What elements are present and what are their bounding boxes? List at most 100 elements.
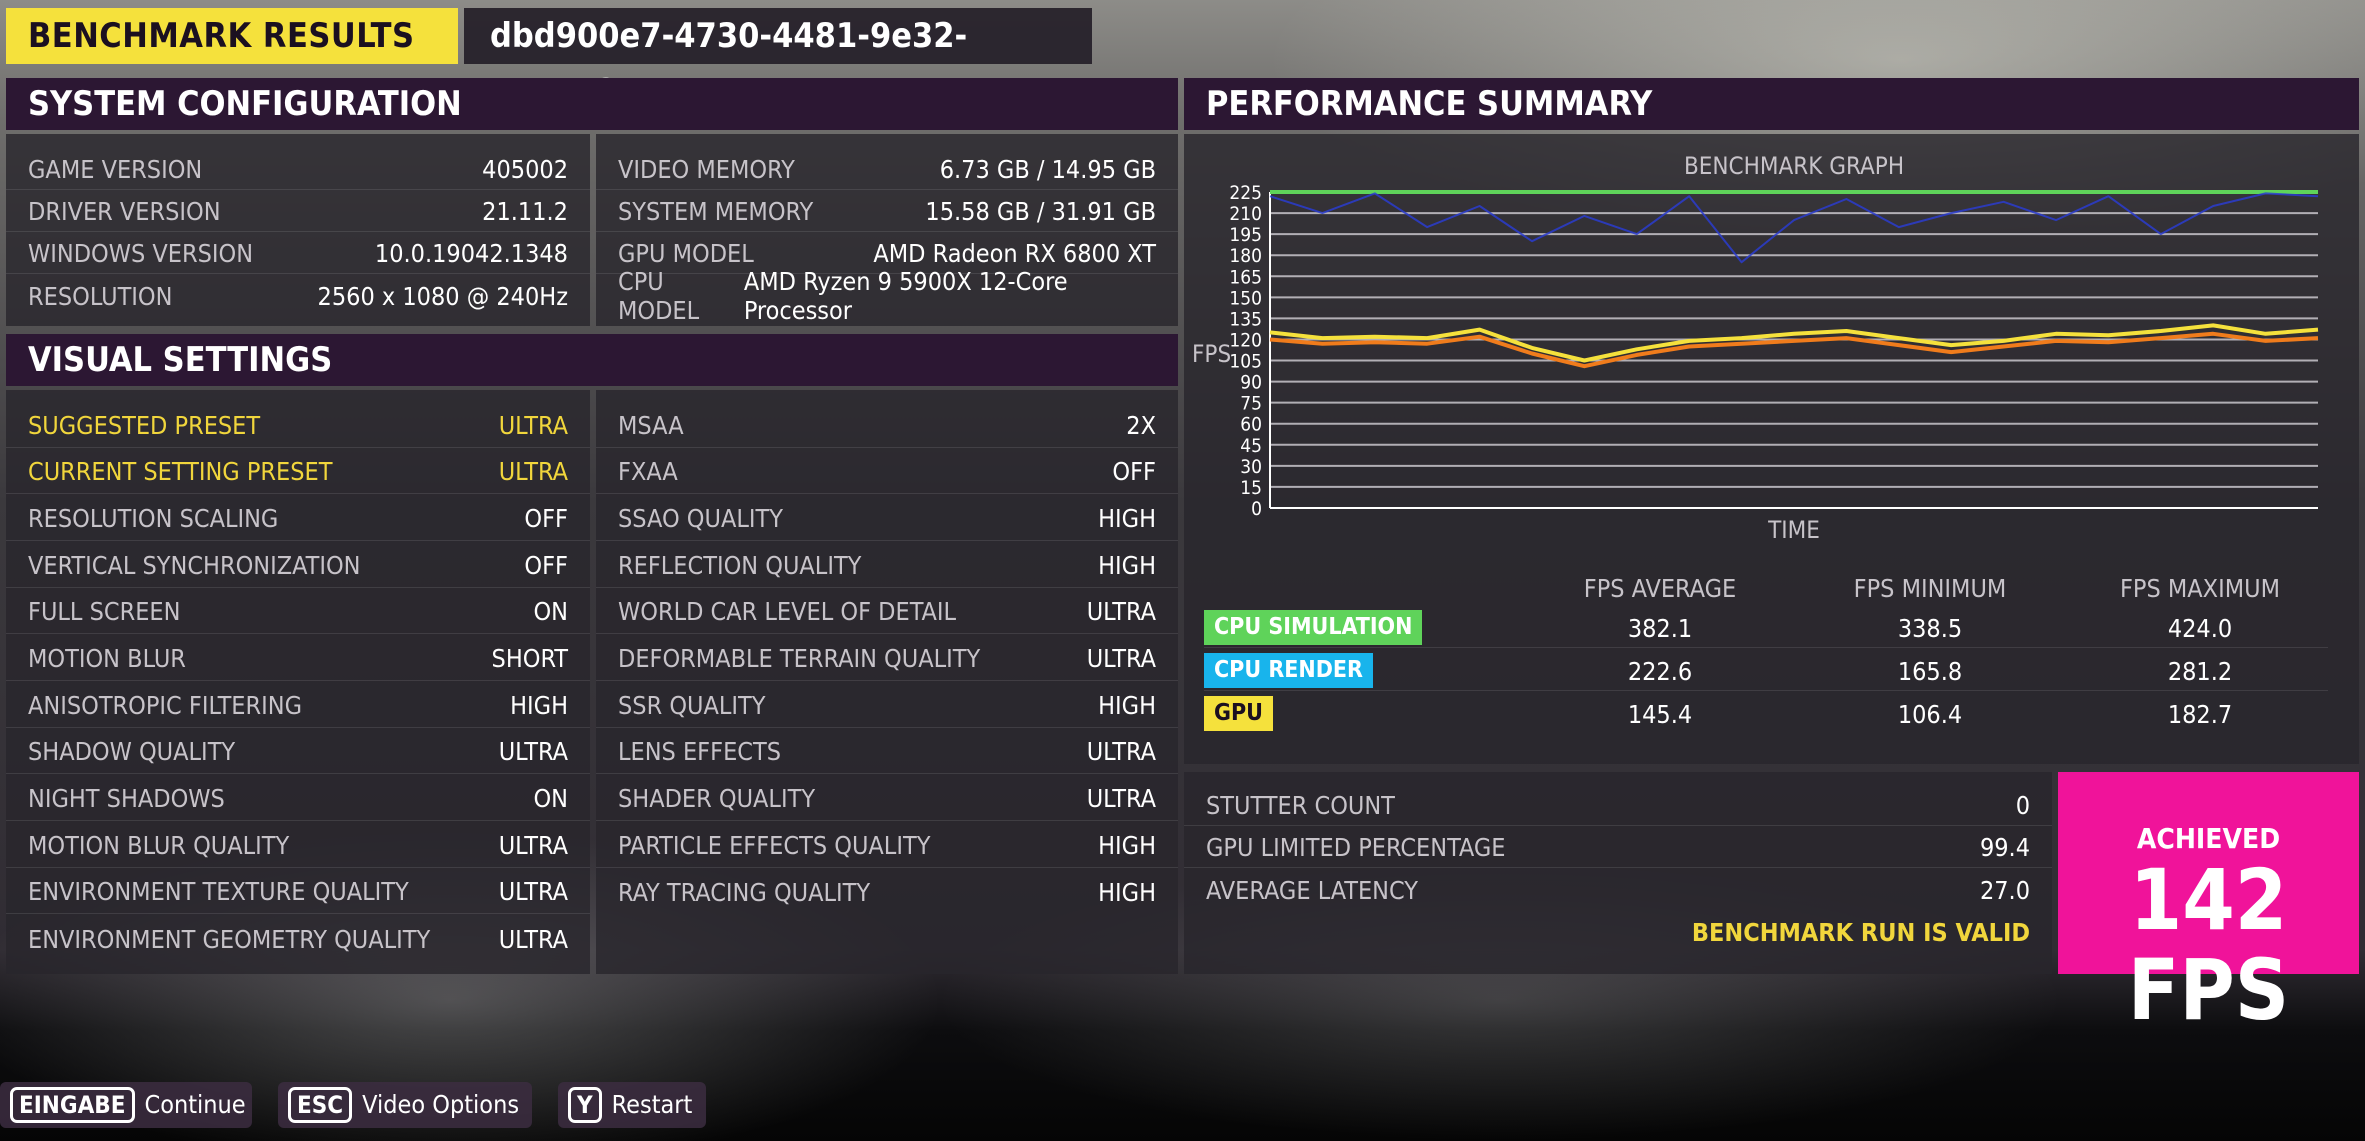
ray-tracing-quality-value: HIGH	[1098, 877, 1156, 907]
current-setting-preset-value: ULTRA	[498, 457, 568, 486]
shader-quality-row: SHADER QUALITY ULTRA	[596, 777, 1178, 821]
cpu-model-row: CPU MODEL AMD Ryzen 9 5900X 12-Core Proce…	[596, 267, 1178, 325]
resolution-label: RESOLUTION	[28, 281, 173, 311]
y-tick-135: 135	[1229, 308, 1262, 330]
cpu-render-line	[1269, 192, 2319, 264]
full-screen-row: FULL SCREEN ON	[6, 590, 590, 634]
col-fps-minimum: FPS MINIMUM	[1853, 574, 2007, 603]
ray-tracing-quality-label: RAY TRACING QUALITY	[618, 877, 871, 907]
esc-key-icon: ESC	[288, 1087, 353, 1123]
restart-label: Restart	[611, 1090, 693, 1119]
visual-settings-header: VISUAL SETTINGS	[6, 334, 1178, 386]
system-memory-row: SYSTEM MEMORY 15.58 GB / 31.91 GB	[596, 192, 1178, 232]
cpu-model-value: AMD Ryzen 9 5900X 12-Core Processor	[743, 267, 1068, 325]
shader-quality-label: SHADER QUALITY	[618, 784, 816, 813]
shader-quality-value: ULTRA	[1086, 784, 1156, 813]
suggested-preset-label: SUGGESTED PRESET	[28, 411, 261, 440]
ssr-quality-row: SSR QUALITY HIGH	[596, 684, 1178, 728]
average-latency-value: 27.0	[1979, 875, 2030, 905]
driver-version-label: DRIVER VERSION	[28, 197, 221, 226]
y-tick-120: 120	[1229, 329, 1262, 351]
system-config-left-panel: GAME VERSION 405002 DRIVER VERSION 21.11.2…	[6, 134, 590, 326]
y-tick-195: 195	[1229, 224, 1262, 246]
msaa-row: MSAA 2X	[596, 404, 1178, 448]
windows-version-value: 10.0.19042.1348	[374, 239, 568, 268]
ssao-quality-value: HIGH	[1098, 504, 1156, 533]
current-setting-preset-row[interactable]: CURRENT SETTING PRESET ULTRA	[6, 450, 590, 494]
environment-texture-quality-value: ULTRA	[498, 877, 568, 906]
benchmark-results-title: BENCHMARK RESULTS	[6, 8, 458, 64]
average-latency-label: AVERAGE LATENCY	[1206, 875, 1419, 905]
fxaa-row: FXAA OFF	[596, 450, 1178, 494]
ssao-quality-row: SSAO QUALITY HIGH	[596, 497, 1178, 541]
average-latency-row: AVERAGE LATENCY 27.0	[1184, 870, 2052, 910]
shadow-quality-value: ULTRA	[498, 737, 568, 766]
video-memory-row: VIDEO MEMORY 6.73 GB / 14.95 GB	[596, 150, 1178, 190]
vertical-synchronization-value: OFF	[524, 551, 568, 580]
video-memory-label: VIDEO MEMORY	[618, 155, 795, 184]
stutter-count-label: STUTTER COUNT	[1206, 791, 1395, 820]
anisotropic-filtering-value: HIGH	[510, 691, 568, 720]
system-memory-label: SYSTEM MEMORY	[618, 197, 814, 226]
y-tick-210: 210	[1229, 203, 1262, 225]
y-tick-165: 165	[1229, 266, 1262, 288]
benchmark-run-id: dbd900e7-4730-4481-9e32-994e825c8991	[464, 8, 1092, 112]
particle-effects-quality-label: PARTICLE EFFECTS QUALITY	[618, 831, 931, 860]
night-shadows-value: ON	[533, 784, 568, 813]
reflection-quality-value: HIGH	[1098, 551, 1156, 580]
anisotropic-filtering-label: ANISOTROPIC FILTERING	[28, 691, 303, 720]
gpu-min: 106.4	[1897, 700, 1963, 729]
environment-geometry-quality-label: ENVIRONMENT GEOMETRY QUALITY	[28, 924, 431, 954]
msaa-value: 2X	[1126, 411, 1156, 440]
y-tick-60: 60	[1240, 414, 1262, 436]
video-memory-value: 6.73 GB / 14.95 GB	[939, 155, 1156, 184]
fxaa-value: OFF	[1112, 457, 1156, 486]
extra-stats-panel: STUTTER COUNT 0 GPU LIMITED PERCENTAGE 99.…	[1184, 772, 2052, 974]
deformable-terrain-quality-value: ULTRA	[1086, 644, 1156, 673]
gpu-model-row: GPU MODEL AMD Radeon RX 6800 XT	[596, 234, 1178, 274]
motion-blur-quality-row: MOTION BLUR QUALITY ULTRA	[6, 824, 590, 868]
continue-button[interactable]: EINGABE Continue	[0, 1082, 252, 1128]
motion-blur-quality-value: ULTRA	[498, 831, 568, 860]
cpu-simulation-row: CPU SIMULATION 382.1 338.5 424.0	[1204, 608, 2328, 648]
benchmark-graph: BENCHMARK GRAPH 0 15 30 45 60 75 90 105 120 135 150…	[1190, 146, 2350, 546]
system-configuration-header: SYSTEM CONFIGURATION	[6, 78, 1178, 130]
resolution-scaling-row: RESOLUTION SCALING OFF	[6, 497, 590, 541]
fxaa-label: FXAA	[618, 457, 678, 486]
driver-version-value: 21.11.2	[482, 197, 568, 226]
reflection-quality-row: REFLECTION QUALITY HIGH	[596, 544, 1178, 588]
environment-geometry-quality-row: ENVIRONMENT GEOMETRY QUALITY ULTRA	[6, 917, 590, 961]
world-car-lod-row: WORLD CAR LEVEL OF DETAIL ULTRA	[596, 590, 1178, 634]
achieved-fps-box: ACHIEVED 142 FPS	[2058, 772, 2359, 1035]
stutter-count-row: STUTTER COUNT 0	[1184, 786, 2052, 826]
y-tick-105: 105	[1229, 351, 1262, 373]
suggested-preset-value: ULTRA	[498, 411, 568, 440]
reflection-quality-label: REFLECTION QUALITY	[618, 551, 862, 580]
y-axis-label: FPS	[1192, 340, 1231, 368]
y-tick-45: 45	[1240, 435, 1262, 457]
motion-blur-value: SHORT	[491, 644, 568, 673]
continue-label: Continue	[144, 1090, 246, 1119]
night-shadows-row: NIGHT SHADOWS ON	[6, 777, 590, 821]
eingabe-key-icon: EINGABE	[10, 1087, 135, 1123]
environment-texture-quality-label: ENVIRONMENT TEXTURE QUALITY	[28, 877, 409, 906]
system-memory-value: 15.58 GB / 31.91 GB	[925, 197, 1156, 226]
game-version-label: GAME VERSION	[28, 155, 203, 184]
graph-title: BENCHMARK GRAPH	[1684, 152, 1904, 180]
lens-effects-row: LENS EFFECTS ULTRA	[596, 730, 1178, 774]
visual-settings-right-panel: MSAA 2X FXAA OFF SSAO QUALITY HIGH REFLECTI…	[596, 390, 1178, 974]
particle-effects-quality-row: PARTICLE EFFECTS QUALITY HIGH	[596, 824, 1178, 868]
gpu-max: 182.7	[2167, 700, 2233, 729]
particle-effects-quality-value: HIGH	[1098, 831, 1156, 860]
video-options-label: Video Options	[362, 1090, 520, 1119]
game-version-value: 405002	[482, 155, 568, 184]
world-car-lod-value: ULTRA	[1086, 597, 1156, 626]
video-options-button[interactable]: ESC Video Options	[278, 1082, 532, 1128]
suggested-preset-row: SUGGESTED PRESET ULTRA	[6, 404, 590, 448]
gpu-avg: 145.4	[1627, 700, 1693, 729]
y-tick-75: 75	[1240, 393, 1262, 415]
deformable-terrain-quality-label: DEFORMABLE TERRAIN QUALITY	[618, 644, 981, 673]
stutter-count-value: 0	[2015, 791, 2030, 820]
visual-settings-left-panel: SUGGESTED PRESET ULTRA CURRENT SETTING PR…	[6, 390, 590, 974]
restart-button[interactable]: Y Restart	[558, 1082, 706, 1128]
